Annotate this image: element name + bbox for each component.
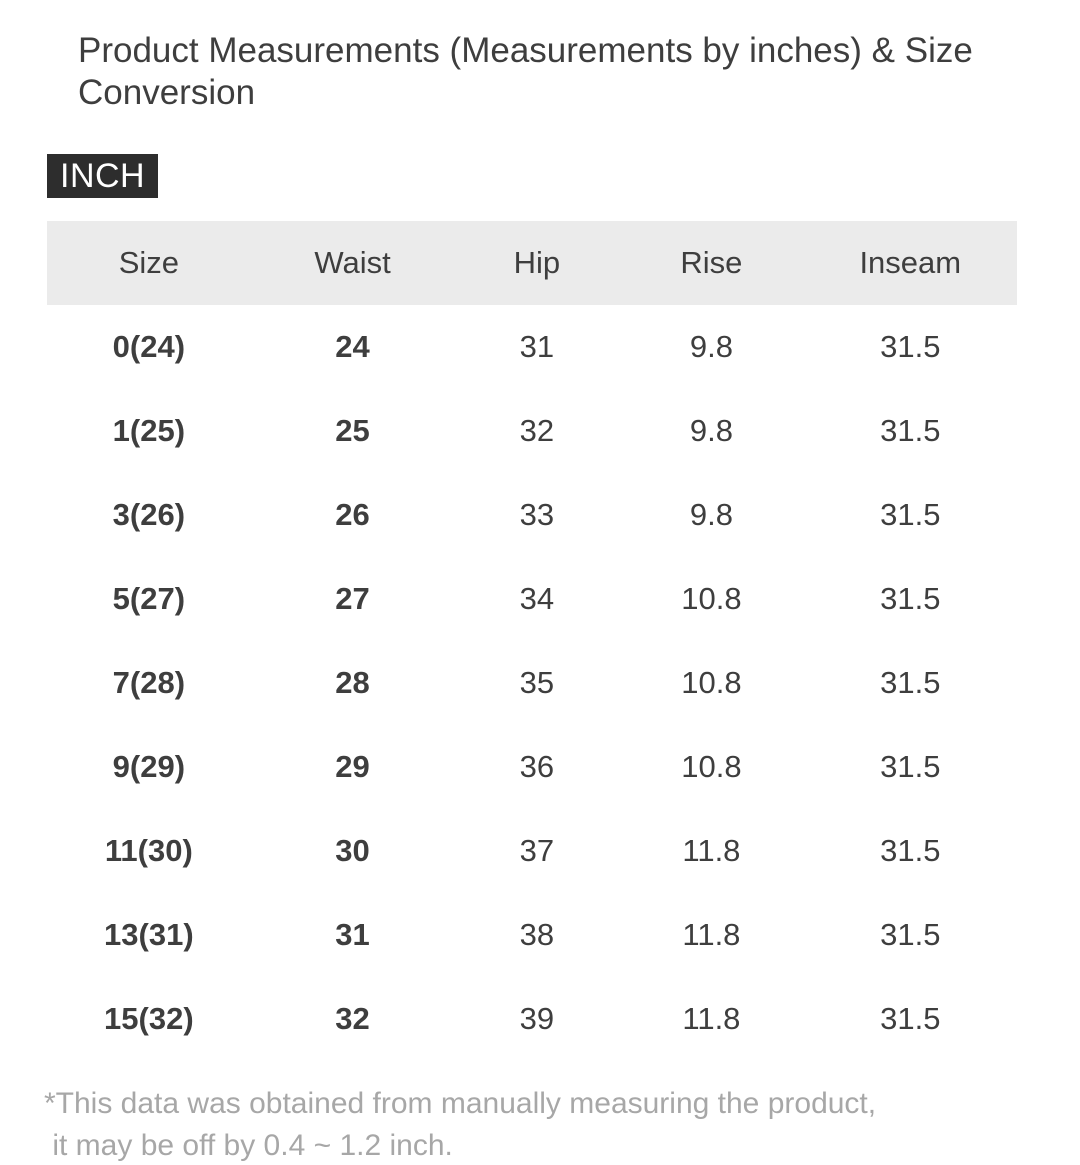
- footnote: *This data was obtained from manually me…: [44, 1083, 1040, 1165]
- table-cell: 32: [335, 1001, 370, 1036]
- table-body: 0(24) 24 31 9.8 31.5 1(25) 25 32 9.8 31.5 3(26) 26 3…: [47, 305, 1017, 1061]
- table-cell: 36: [519, 749, 555, 784]
- unit-badge-inch: INCH: [47, 154, 159, 198]
- table-cell: 35: [519, 665, 555, 700]
- table-header: Size Waist Hip Rise Inseam: [47, 221, 1017, 305]
- table-cell: 11.8: [682, 1001, 741, 1036]
- table-cell: 31.5: [880, 1001, 941, 1036]
- table-cell: 34: [519, 581, 555, 616]
- table-cell: 25: [335, 413, 370, 448]
- column-header: Inseam: [859, 245, 962, 280]
- table-cell: 32: [519, 413, 555, 448]
- table-cell: 11(30): [104, 833, 193, 868]
- table-cell: 24: [335, 329, 370, 364]
- table-row: 9(29) 29 36 10.8 31.5: [47, 725, 1017, 809]
- table-cell: 7(28): [112, 665, 186, 700]
- table-cell: 9.8: [689, 497, 733, 532]
- table-cell: 31: [519, 329, 555, 364]
- table-cell: 31.5: [880, 413, 941, 448]
- table-cell: 13(31): [104, 917, 194, 952]
- column-header: Rise: [680, 245, 743, 280]
- table-cell: 33: [519, 497, 555, 532]
- table-row: 1(25) 25 32 9.8 31.5: [47, 389, 1017, 473]
- table-cell: 27: [335, 581, 370, 616]
- table-row: 15(32) 32 39 11.8 31.5: [47, 977, 1017, 1061]
- table-cell: 15(32): [104, 1001, 194, 1036]
- column-header: Hip: [513, 245, 561, 280]
- table-header-row: Size Waist Hip Rise Inseam: [47, 221, 1017, 305]
- table-cell: 26: [335, 497, 370, 532]
- table-cell: 31.5: [880, 497, 941, 532]
- table-row: 0(24) 24 31 9.8 31.5: [47, 305, 1017, 389]
- table-cell: 31: [335, 917, 370, 952]
- page-title: Product Measurements (Measurements by in…: [78, 31, 973, 112]
- table-cell: 1(25): [112, 413, 186, 448]
- table-cell: 31.5: [880, 833, 941, 868]
- table-cell: 11.8: [682, 833, 741, 868]
- table-cell: 38: [519, 917, 555, 952]
- table-cell: 10.8: [681, 665, 742, 700]
- table-row: 5(27) 27 34 10.8 31.5: [47, 557, 1017, 641]
- table-cell: 9.8: [689, 329, 733, 364]
- table-row: 7(28) 28 35 10.8 31.5: [47, 641, 1017, 725]
- table-cell: 5(27): [112, 581, 186, 616]
- table-cell: 31.5: [880, 329, 941, 364]
- table-cell: 31.5: [880, 749, 941, 784]
- table-cell: 10.8: [681, 581, 742, 616]
- table-cell: 28: [335, 665, 370, 700]
- footnote-line: it may be off by 0.4 ~ 1.2 inch.: [44, 1129, 453, 1162]
- table-cell: 30: [335, 833, 370, 868]
- measurements-table: Size Waist Hip Rise Inseam 0(24) 24 31 9.8 31.5 1…: [47, 221, 1017, 1061]
- table-cell: 9.8: [689, 413, 733, 448]
- footnote-line: *This data was obtained from manually me…: [44, 1087, 877, 1120]
- table-cell: 31.5: [880, 581, 941, 616]
- table-cell: 9(29): [112, 749, 186, 784]
- table-cell: 31.5: [880, 917, 941, 952]
- table-row: 11(30) 30 37 11.8 31.5: [47, 809, 1017, 893]
- column-header: Waist: [314, 245, 391, 280]
- column-header: Size: [118, 245, 179, 280]
- table-cell: 37: [519, 833, 555, 868]
- table-cell: 10.8: [681, 749, 742, 784]
- table-cell: 3(26): [112, 497, 186, 532]
- table-cell: 29: [335, 749, 370, 784]
- table-cell: 39: [519, 1001, 555, 1036]
- table-cell: 11.8: [682, 917, 741, 952]
- table-cell: 0(24): [112, 329, 186, 364]
- table-row: 13(31) 31 38 11.8 31.5: [47, 893, 1017, 977]
- table-cell: 31.5: [880, 665, 941, 700]
- table-row: 3(26) 26 33 9.8 31.5: [47, 473, 1017, 557]
